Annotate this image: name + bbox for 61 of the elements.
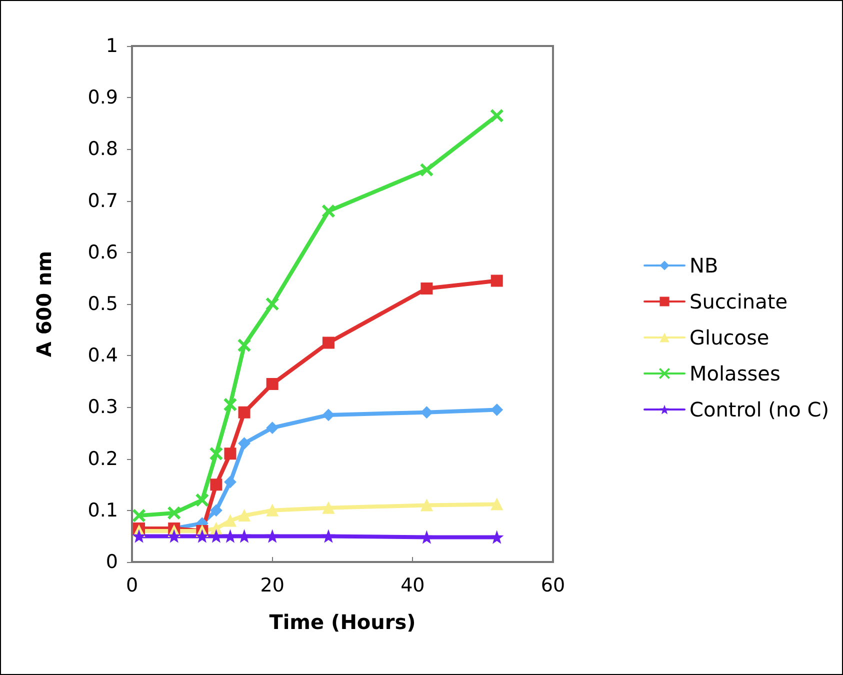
y-axis-title: A 600 nm	[32, 250, 56, 358]
point	[490, 274, 503, 287]
point	[266, 422, 278, 434]
point	[238, 530, 250, 542]
point	[420, 282, 433, 295]
point	[420, 406, 433, 418]
legend-label: NB	[690, 254, 718, 278]
y-tick-label: 0.5	[88, 293, 118, 315]
x-tick-label: 0	[126, 574, 138, 596]
y-tick-label: 0.2	[88, 448, 118, 470]
y-tick-label: 0.3	[88, 396, 118, 418]
point	[321, 204, 336, 218]
point	[224, 448, 236, 460]
point	[490, 531, 503, 544]
point	[322, 408, 334, 421]
legend-label: Control (no C)	[690, 398, 830, 422]
point	[168, 530, 180, 542]
point	[223, 398, 238, 412]
y-tick-label: 0.7	[88, 190, 118, 212]
point	[238, 406, 250, 418]
point	[195, 493, 210, 508]
point	[322, 530, 334, 542]
point	[196, 530, 208, 542]
point	[266, 504, 278, 516]
point	[265, 297, 280, 311]
point	[322, 336, 334, 349]
point	[238, 510, 250, 522]
legend-label: Glucose	[690, 326, 770, 350]
point	[210, 478, 222, 491]
y-tick-label: 0.9	[88, 86, 118, 109]
y-tick-label: 0.4	[88, 344, 118, 367]
point	[266, 378, 278, 390]
x-tick-label: 20	[260, 574, 284, 596]
point	[167, 506, 182, 520]
point	[224, 514, 236, 527]
point	[420, 499, 433, 512]
legend-label: Molasses	[690, 362, 780, 386]
point	[238, 437, 250, 450]
point	[490, 498, 503, 510]
y-tick-label: 0.1	[88, 499, 118, 522]
point	[132, 508, 146, 523]
y-tick-label: 0.6	[88, 241, 118, 264]
point	[133, 530, 146, 542]
y-tick-label: 0.8	[88, 138, 118, 160]
x-axis-title: Time (Hours)	[269, 610, 416, 634]
x-tick-label: 40	[400, 574, 425, 596]
y-tick-label: 1	[106, 35, 118, 57]
point	[210, 530, 222, 542]
legend-label: Succinate	[690, 290, 788, 314]
point	[322, 502, 334, 514]
point	[209, 446, 224, 461]
point	[224, 476, 236, 488]
point	[210, 504, 222, 516]
point	[490, 108, 504, 123]
point	[237, 338, 252, 352]
point	[224, 530, 236, 542]
y-tick-label: 0	[106, 551, 118, 573]
x-tick-label: 60	[540, 574, 566, 596]
point	[266, 530, 278, 542]
point	[420, 162, 434, 177]
point	[420, 531, 433, 544]
